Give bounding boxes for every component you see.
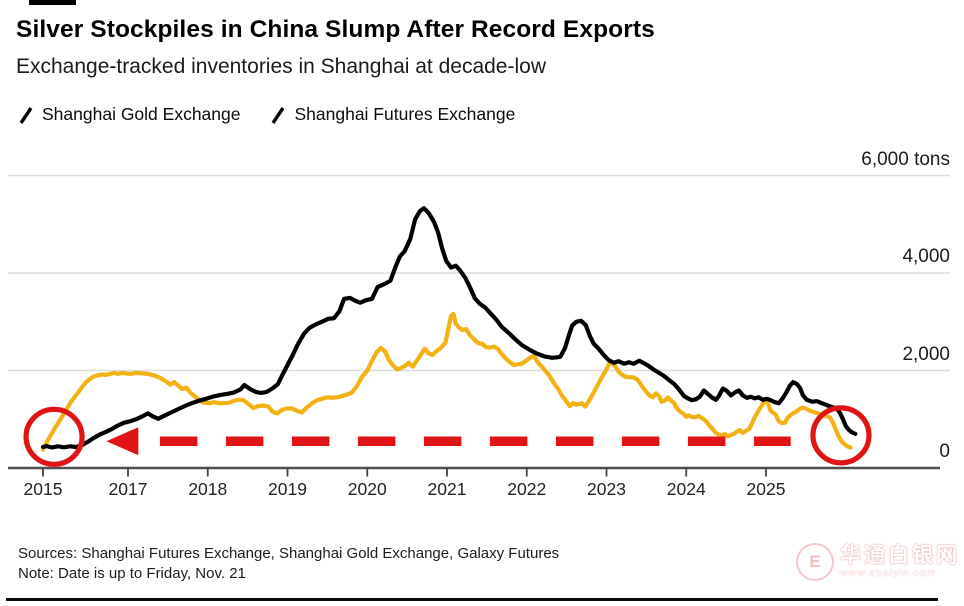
x-axis-label-2018: 2018 [188, 479, 228, 499]
note-line: Note: Date is up to Friday, Nov. 21 [18, 564, 246, 582]
sources-line: Sources: Shanghai Futures Exchange, Shan… [18, 545, 560, 562]
legend: Shanghai Gold Exchange Shanghai Futures … [18, 104, 515, 125]
x-axis-label-2015: 2015 [23, 479, 63, 499]
footnotes: Sources: Shanghai Futures Exchange, Shan… [18, 544, 559, 583]
legend-label-shfe: Shanghai Futures Exchange [294, 104, 516, 124]
x-axis-label-2017: 2017 [108, 479, 148, 499]
y-axis-label-2000: 2,000 [902, 343, 950, 365]
x-axis-label-2022: 2022 [507, 479, 547, 499]
highlight-circle-right [810, 405, 872, 466]
x-axis-label-2019: 2019 [268, 479, 307, 499]
watermark: E 华通白银网 www.ebaiyin.com [796, 543, 960, 581]
x-axis-label-2023: 2023 [587, 479, 626, 499]
top-crop-fragment [29, 0, 76, 5]
shfe-line-swatch-icon [272, 106, 285, 124]
x-axis-label-2024: 2024 [666, 479, 706, 499]
bottom-separator [6, 598, 938, 601]
arrow-head-left-icon [106, 427, 139, 456]
y-axis-label-6000: 6,000 tons [861, 148, 950, 170]
legend-item-shanghai-gold-exchange: Shanghai Gold Exchange [18, 104, 240, 125]
legend-label-sge: Shanghai Gold Exchange [42, 104, 241, 124]
x-axis-label-2021: 2021 [427, 479, 467, 499]
highlight-circle-left [23, 406, 85, 467]
shfe-series-line [40, 311, 853, 452]
watermark-site-name: 华通白银网 [840, 544, 960, 567]
page-subtitle: Exchange-tracked inventories in Shanghai… [16, 55, 546, 78]
x-axis-label-2025: 2025 [746, 479, 786, 499]
legend-item-shanghai-futures-exchange: Shanghai Futures Exchange [270, 104, 515, 125]
page-title: Silver Stockpiles in China Slump After R… [16, 16, 655, 43]
y-axis-label-0: 0 [939, 441, 950, 462]
watermark-site-url: www.ebaiyin.com [840, 566, 937, 579]
sge-line-swatch-icon [19, 106, 33, 124]
sge-series-line [40, 206, 858, 450]
y-axis-label-4000: 4,000 [902, 246, 950, 267]
x-axis-label-2020: 2020 [347, 479, 387, 499]
watermark-logo-icon: E [796, 543, 834, 581]
